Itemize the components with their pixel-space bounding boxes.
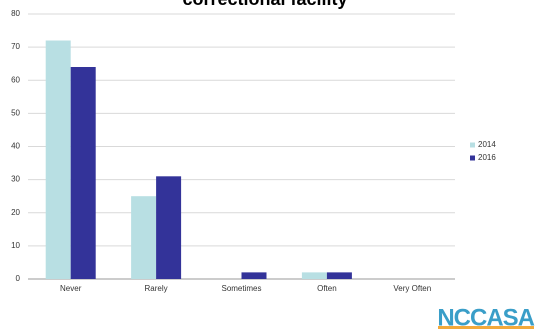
y-tick-label: 50	[11, 108, 20, 117]
y-tick-label: 0	[16, 274, 21, 283]
x-tick-label: Rarely	[145, 284, 168, 293]
legend-swatch	[470, 142, 475, 148]
bar	[241, 272, 267, 279]
legend-label: 2014	[478, 140, 496, 149]
x-tick-label: Often	[317, 284, 337, 293]
bar	[156, 176, 182, 279]
y-tick-label: 70	[11, 42, 20, 51]
y-tick-label: 30	[11, 175, 20, 184]
legend-swatch	[470, 155, 475, 161]
y-tick-label: 60	[11, 75, 20, 84]
x-tick-label: Sometimes	[221, 284, 261, 293]
y-tick-label: 10	[11, 241, 20, 250]
y-tick-label: 80	[11, 9, 20, 18]
chart-title: correctional facility	[182, 0, 347, 9]
y-tick-label: 40	[11, 142, 20, 151]
x-tick-label: Very Often	[393, 284, 431, 293]
legend-label: 2016	[478, 153, 496, 162]
bar	[131, 196, 157, 279]
bar	[326, 272, 352, 279]
y-tick-label: 20	[11, 208, 20, 217]
x-tick-label: Never	[60, 284, 82, 293]
bar	[70, 67, 96, 279]
bar	[45, 40, 71, 279]
logo-bar	[438, 326, 534, 329]
bar	[301, 272, 327, 279]
